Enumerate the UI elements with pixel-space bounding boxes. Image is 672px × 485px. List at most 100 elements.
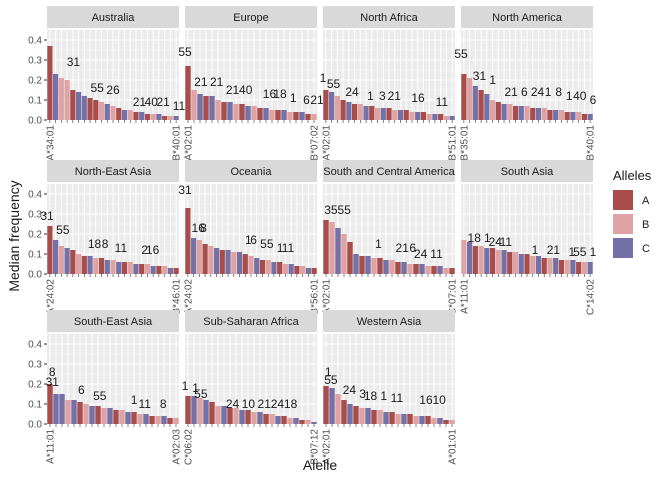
facet-strip [461, 160, 593, 182]
y-tick-label: 0.0 [28, 270, 42, 281]
bar [581, 114, 587, 120]
data-label: 55 [93, 389, 107, 403]
y-tick-label: 0.2 [28, 230, 42, 241]
data-label: 55 [194, 387, 208, 401]
bar [53, 240, 59, 274]
data-label: 8 [49, 365, 56, 379]
facet-title: North Africa [360, 12, 418, 24]
data-label: 24 [531, 85, 545, 99]
bar [245, 410, 251, 424]
bar [191, 90, 197, 120]
bar [443, 268, 449, 274]
x-tick-label: B*46:01 [172, 279, 183, 315]
bar [518, 254, 524, 274]
facet-title: Sub-Saharan Africa [203, 316, 299, 328]
bar [248, 256, 254, 274]
facet-strip [185, 6, 317, 28]
data-label: 1 [245, 233, 252, 247]
bar [215, 100, 221, 120]
data-label: 24 [489, 235, 503, 249]
bar [478, 246, 484, 274]
bar [75, 254, 82, 274]
bar [77, 402, 83, 424]
bar [156, 266, 162, 274]
data-label: 11 [430, 247, 443, 261]
x-tick-label: A*02:01 [322, 279, 333, 315]
legend-label: B [642, 219, 649, 231]
bar [75, 92, 82, 120]
bar [81, 256, 87, 274]
legend-key-a [613, 190, 633, 210]
y-tick-label: 0.4 [28, 190, 42, 201]
bar [530, 256, 536, 274]
data-label: 8 [555, 85, 562, 99]
facet-strip [323, 310, 455, 332]
bar [449, 420, 455, 424]
bar [300, 266, 306, 274]
bar [64, 80, 70, 120]
bar [425, 416, 431, 424]
bar [371, 258, 377, 274]
bar [438, 114, 444, 120]
bar [386, 108, 392, 120]
bar [185, 208, 191, 274]
bar [239, 104, 245, 120]
facet-title: South Asia [501, 166, 554, 178]
legend-label: C [642, 243, 650, 255]
bar [329, 222, 335, 274]
facet-strip [47, 6, 179, 28]
bar [203, 96, 209, 120]
bar [110, 260, 116, 274]
bar [335, 228, 341, 274]
bar [185, 66, 191, 120]
data-label: 18 [364, 389, 378, 403]
x-tick-label: B*35:01 [459, 125, 470, 161]
bar [359, 256, 365, 274]
legend-label: A [642, 195, 650, 207]
bar [437, 266, 443, 274]
data-label: 6 [590, 93, 597, 107]
bar [47, 46, 53, 120]
data-label: 1 [484, 231, 491, 245]
bar [98, 258, 105, 274]
bar [443, 116, 449, 120]
data-label: 31 [67, 55, 81, 69]
data-label: 24 [271, 397, 285, 411]
bar [553, 258, 559, 274]
bar [541, 108, 547, 120]
bar [553, 110, 559, 120]
data-label: 8 [160, 397, 167, 411]
data-label: 1 [131, 393, 138, 407]
bar [347, 404, 353, 424]
bar [437, 418, 443, 424]
bar [564, 112, 570, 120]
bar [139, 112, 145, 120]
bar [288, 264, 294, 274]
bar [311, 114, 317, 120]
bar [535, 108, 542, 120]
x-tick-label: B*40:01 [586, 125, 597, 161]
bar [461, 74, 467, 120]
data-label: 11 [115, 241, 128, 255]
data-label: 35 [324, 203, 338, 217]
bar [185, 396, 191, 424]
bar [524, 254, 530, 274]
bar [353, 406, 359, 424]
bar [173, 418, 179, 424]
bar [389, 260, 395, 274]
data-label: 16 [419, 393, 433, 407]
bar [507, 252, 513, 274]
bar [377, 258, 383, 274]
bar [93, 258, 99, 274]
bar [263, 108, 269, 120]
bar [425, 266, 431, 274]
bar [380, 108, 386, 120]
bar [221, 102, 227, 120]
bar [196, 240, 202, 274]
data-label: 1 [590, 245, 597, 259]
legend: Alleles ABC [613, 168, 652, 258]
x-tick-label: C*07:01 [448, 279, 459, 316]
